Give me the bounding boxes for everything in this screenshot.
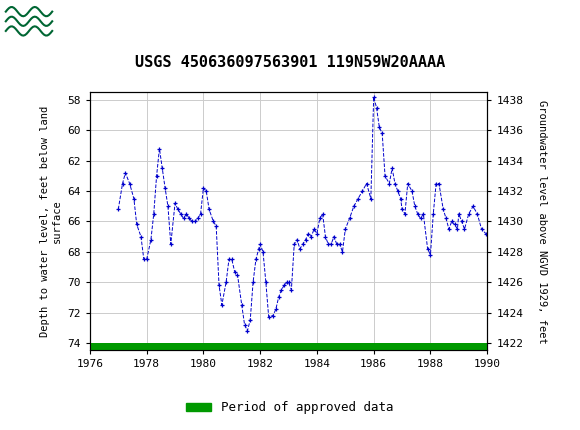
Text: USGS 450636097563901 119N59W20AAAA: USGS 450636097563901 119N59W20AAAA <box>135 55 445 70</box>
Y-axis label: Depth to water level, feet below land
surface: Depth to water level, feet below land su… <box>40 106 62 337</box>
Text: USGS: USGS <box>70 10 129 29</box>
Y-axis label: Groundwater level above NGVD 1929, feet: Groundwater level above NGVD 1929, feet <box>537 100 547 343</box>
Bar <box>90 343 487 350</box>
Bar <box>3 3 55 36</box>
Legend: Period of approved data: Period of approved data <box>181 396 399 419</box>
